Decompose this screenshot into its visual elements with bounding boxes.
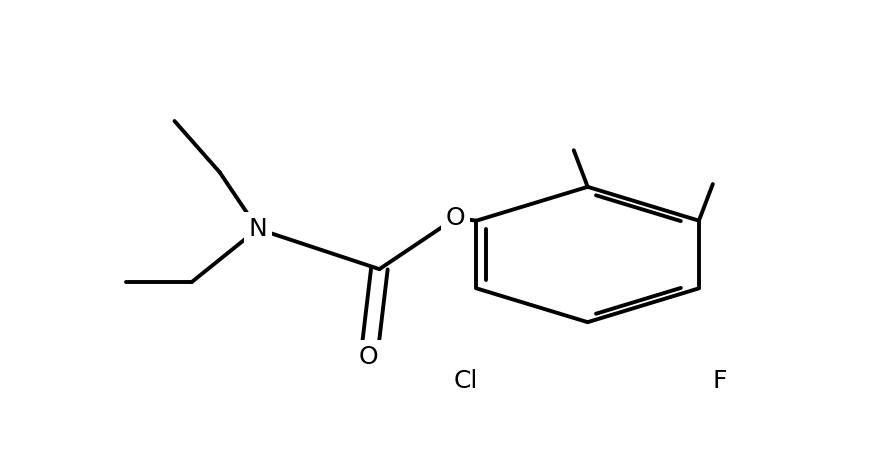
Text: F: F	[712, 369, 727, 393]
Text: O: O	[359, 345, 379, 369]
Text: Cl: Cl	[454, 369, 478, 393]
Text: O: O	[446, 206, 466, 230]
Text: N: N	[248, 217, 267, 241]
